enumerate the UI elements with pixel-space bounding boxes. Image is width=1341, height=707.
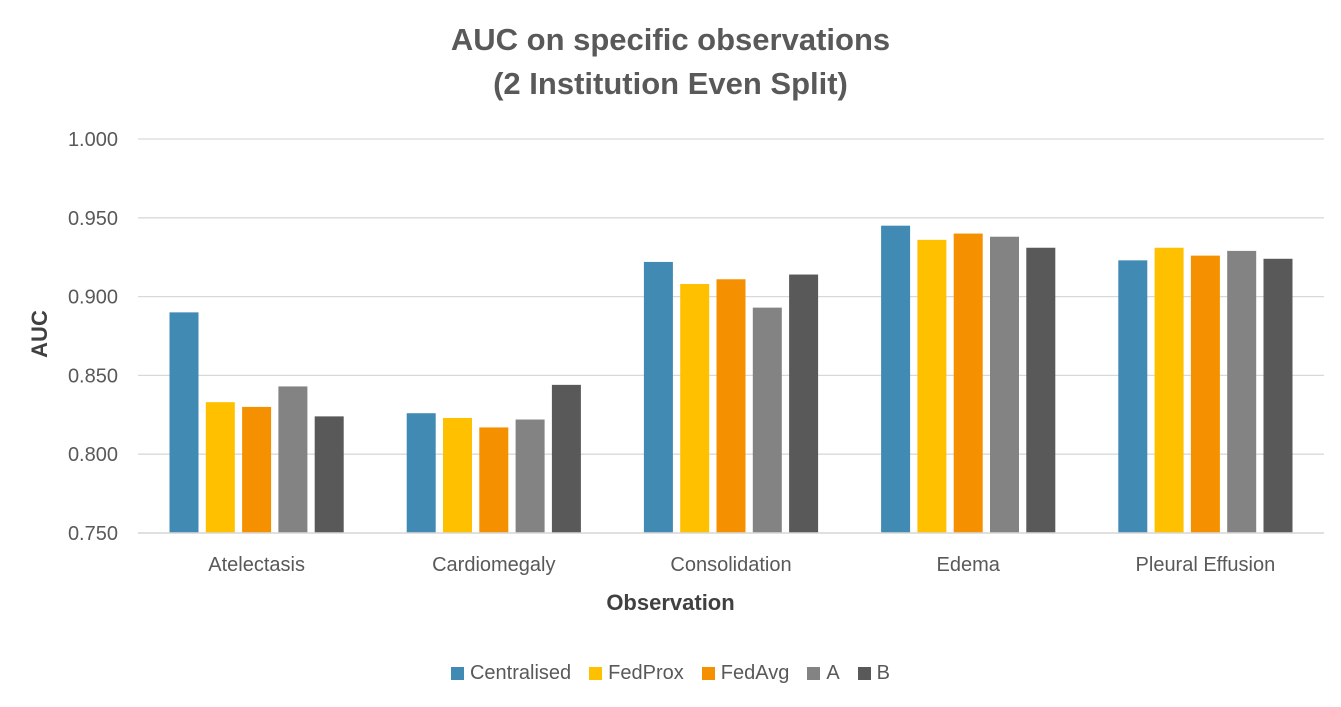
bar	[278, 386, 308, 533]
bar	[716, 279, 746, 533]
bar	[990, 236, 1019, 533]
bar	[1190, 255, 1220, 533]
bar	[789, 274, 819, 533]
bar	[881, 225, 911, 533]
legend-swatch	[450, 667, 464, 680]
legend-swatch	[701, 667, 715, 680]
y-tick-label: 0.850	[68, 365, 118, 387]
bar	[917, 239, 947, 533]
legend-label: A	[826, 662, 840, 684]
legend-label: B	[876, 662, 891, 684]
bar	[242, 406, 272, 533]
bar	[643, 261, 673, 533]
bar	[953, 233, 983, 533]
chart-title-line2: (2 Institution Even Split)	[493, 66, 848, 101]
chart-title-line1: AUC on specific observations	[450, 22, 891, 57]
y-tick-label: 0.900	[68, 287, 118, 309]
legend-item: A	[807, 662, 840, 685]
legend: Centralised FedProx FedAvg A B	[0, 662, 1341, 685]
legend-swatch	[857, 667, 871, 680]
x-tick-label: Pleural Effusion	[1136, 554, 1276, 576]
x-tick-label: Atelectasis	[208, 554, 305, 576]
bar	[443, 417, 472, 533]
bar	[551, 384, 581, 533]
bar	[1154, 247, 1184, 533]
bar	[314, 416, 344, 533]
x-tick-label: Edema	[937, 554, 1001, 576]
y-tick-label: 0.750	[68, 523, 118, 545]
legend-item: FedProx	[589, 662, 684, 685]
y-tick-label: 0.800	[68, 444, 118, 466]
x-tick-label: Consolidation	[670, 554, 791, 576]
legend-label: FedProx	[608, 662, 684, 684]
legend-item: FedAvg	[701, 662, 790, 685]
legend-label: Centralised	[469, 662, 572, 684]
bar	[1026, 247, 1056, 533]
legend-item: Centralised	[450, 662, 572, 685]
bar	[680, 283, 710, 533]
y-axis-label: AUC	[27, 310, 52, 358]
bar	[169, 312, 199, 533]
bar	[406, 413, 436, 533]
bar	[515, 419, 545, 533]
legend-label: FedAvg	[720, 662, 790, 684]
legend-swatch	[807, 667, 821, 680]
bar	[1118, 260, 1148, 533]
legend-swatch	[589, 667, 603, 680]
y-tick-label: 0.950	[68, 208, 118, 230]
x-tick-label: Cardiomegaly	[432, 554, 555, 576]
y-tick-label: 1.000	[68, 129, 118, 151]
bar	[205, 402, 235, 533]
x-axis-label: Observation	[606, 590, 735, 615]
bar	[1263, 258, 1293, 533]
legend-item: B	[857, 662, 891, 685]
bar	[479, 427, 509, 533]
bar	[1227, 250, 1257, 533]
bar	[752, 307, 782, 533]
